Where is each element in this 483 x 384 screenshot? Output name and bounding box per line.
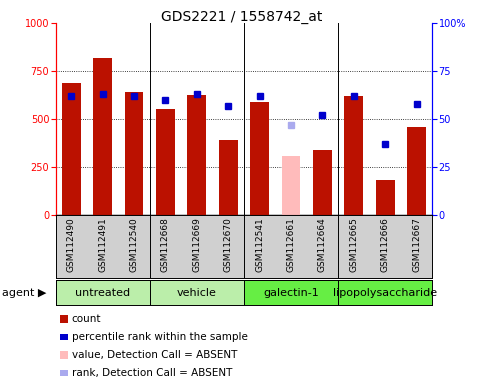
Bar <box>150 280 244 305</box>
Text: GSM112661: GSM112661 <box>286 217 296 272</box>
Text: galectin-1: galectin-1 <box>263 288 319 298</box>
Text: count: count <box>71 314 101 324</box>
Bar <box>244 280 338 305</box>
Bar <box>338 280 432 305</box>
Text: GSM112666: GSM112666 <box>381 217 390 272</box>
Text: value, Detection Call = ABSENT: value, Detection Call = ABSENT <box>71 350 237 360</box>
Bar <box>376 180 395 215</box>
Text: GSM112490: GSM112490 <box>67 217 76 272</box>
Text: GSM112670: GSM112670 <box>224 217 233 272</box>
Text: lipopolysaccharide: lipopolysaccharide <box>333 288 437 298</box>
Text: GSM112540: GSM112540 <box>129 217 139 272</box>
Text: GSM112667: GSM112667 <box>412 217 421 272</box>
Text: percentile rank within the sample: percentile rank within the sample <box>71 332 248 342</box>
Bar <box>313 150 332 215</box>
Bar <box>187 95 206 215</box>
Bar <box>250 102 269 215</box>
Text: GSM112491: GSM112491 <box>98 217 107 272</box>
Text: rank, Detection Call = ABSENT: rank, Detection Call = ABSENT <box>71 368 232 378</box>
Text: GSM112668: GSM112668 <box>161 217 170 272</box>
Bar <box>407 127 426 215</box>
Bar <box>125 92 143 215</box>
Text: vehicle: vehicle <box>177 288 217 298</box>
Text: GSM112541: GSM112541 <box>255 217 264 272</box>
Text: GSM112669: GSM112669 <box>192 217 201 272</box>
Text: GDS2221 / 1558742_at: GDS2221 / 1558742_at <box>161 10 322 23</box>
Text: GSM112664: GSM112664 <box>318 217 327 272</box>
Text: GSM112665: GSM112665 <box>349 217 358 272</box>
Bar <box>282 157 300 215</box>
Text: untreated: untreated <box>75 288 130 298</box>
Bar <box>56 280 150 305</box>
Bar <box>219 140 238 215</box>
Text: agent ▶: agent ▶ <box>2 288 47 298</box>
Bar <box>156 109 175 215</box>
Bar <box>93 58 112 215</box>
Bar <box>62 83 81 215</box>
Bar <box>344 96 363 215</box>
